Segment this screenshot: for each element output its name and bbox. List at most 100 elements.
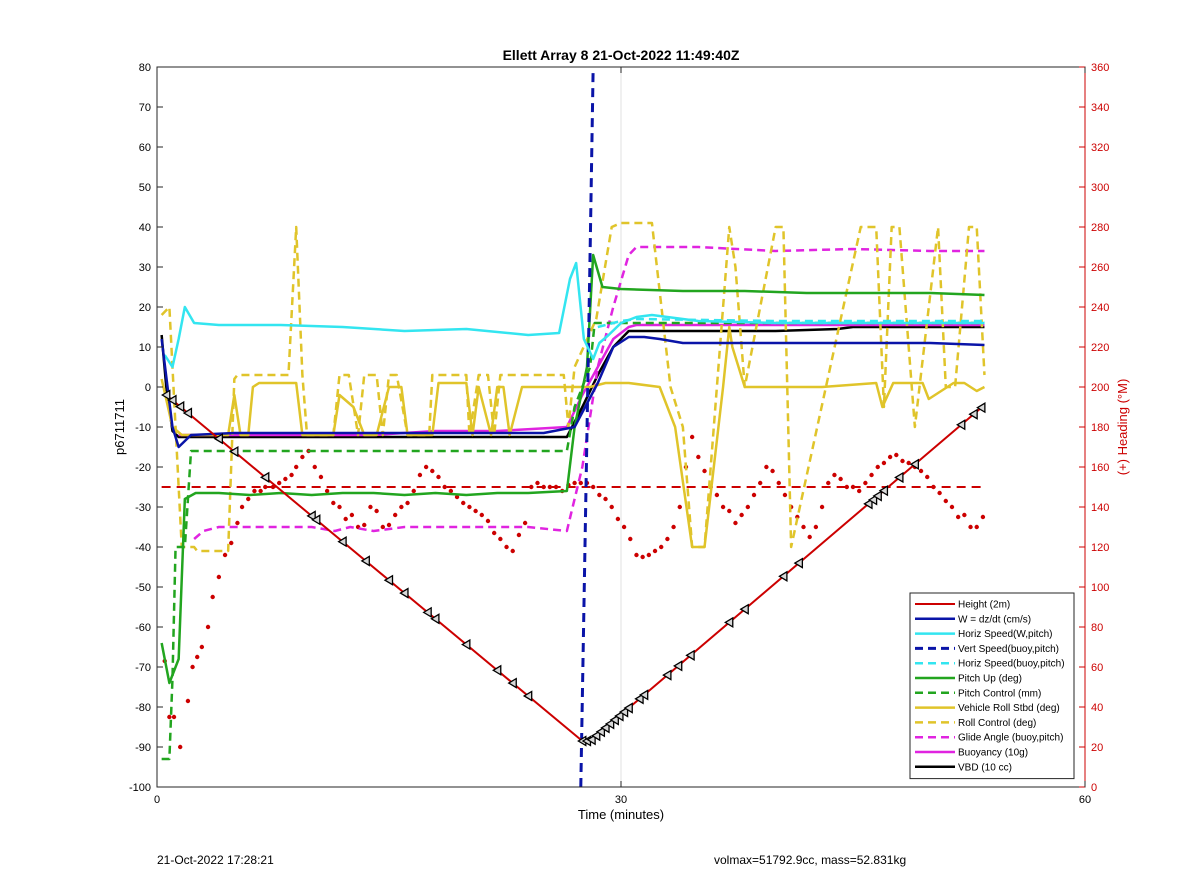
height-marker bbox=[872, 490, 882, 502]
legend-box bbox=[909, 592, 1075, 780]
heading-point bbox=[980, 514, 986, 520]
heading-point bbox=[609, 504, 614, 510]
y2-tick-label: 340 bbox=[1091, 102, 1109, 114]
heading-dots-series bbox=[162, 434, 986, 750]
legend-label: Height (2m) bbox=[958, 600, 1010, 611]
series-line-5 bbox=[160, 253, 985, 685]
heading-point bbox=[479, 512, 484, 518]
heading-point bbox=[925, 474, 930, 480]
heading-point bbox=[343, 516, 348, 522]
heading-point bbox=[646, 552, 652, 558]
height-marker bbox=[894, 471, 904, 484]
heading-point bbox=[665, 536, 670, 542]
height-marker bbox=[306, 510, 316, 522]
heading-point bbox=[167, 714, 172, 720]
height-marker bbox=[614, 710, 624, 722]
heading-point bbox=[368, 504, 373, 510]
y2-tick-label: 320 bbox=[1091, 142, 1109, 154]
height-marker bbox=[522, 690, 533, 702]
height-marker bbox=[685, 649, 695, 662]
heading-point bbox=[448, 488, 454, 494]
heading-point bbox=[467, 504, 472, 510]
height-marker bbox=[430, 613, 440, 625]
height-marker bbox=[507, 677, 517, 689]
heading-point bbox=[312, 464, 317, 470]
legend-label: Horiz Speed(W,pitch) bbox=[958, 629, 1052, 640]
heading-point bbox=[628, 536, 633, 542]
heading-point bbox=[572, 480, 577, 486]
height-marker bbox=[968, 408, 978, 420]
y-tick-label: -90 bbox=[135, 742, 151, 754]
y2-tick-label: 100 bbox=[1091, 582, 1109, 594]
heading-point bbox=[659, 544, 664, 550]
series-line-4 bbox=[597, 317, 985, 329]
marker-layer bbox=[161, 389, 986, 747]
y-tick-label: 80 bbox=[139, 62, 151, 74]
heading-point bbox=[190, 664, 195, 670]
heading-point bbox=[529, 484, 534, 490]
heading-point bbox=[504, 544, 509, 550]
heading-point bbox=[263, 484, 268, 490]
height-marker bbox=[739, 603, 749, 615]
heading-point bbox=[178, 744, 183, 750]
y-tick-label: -20 bbox=[135, 462, 151, 474]
height-marker bbox=[878, 484, 889, 497]
legend-label: Pitch Up (deg) bbox=[958, 674, 1022, 685]
height-marker bbox=[604, 718, 615, 730]
height-marker bbox=[863, 498, 873, 510]
height-marker bbox=[492, 664, 502, 676]
heading-point bbox=[216, 574, 222, 580]
heading-point bbox=[832, 472, 837, 478]
height-marker bbox=[793, 557, 804, 569]
height-marker bbox=[161, 389, 171, 401]
heading-point bbox=[405, 500, 410, 506]
height-marker bbox=[586, 734, 596, 746]
x-tick-label: 0 bbox=[154, 794, 160, 806]
series-line-9 bbox=[193, 245, 985, 540]
series-layer bbox=[160, 66, 986, 788]
heading-point bbox=[813, 524, 819, 530]
heading-point bbox=[714, 492, 720, 498]
legend: Height (2m) W = dz/dt (cm/s) Horiz Speed(W… bbox=[909, 592, 1075, 780]
height-marker bbox=[623, 702, 633, 714]
legend-label: Glide Angle (buoy,pitch) bbox=[958, 733, 1063, 744]
x-tick-label: 30 bbox=[615, 794, 627, 806]
footer-volmax-mass: volmax=51792.9cc, mass=52.831kg bbox=[714, 853, 907, 867]
x-axis-ticks: 0 30 60 bbox=[154, 67, 1091, 806]
y-tick-label: -100 bbox=[129, 782, 151, 794]
heading-point bbox=[671, 524, 676, 530]
heading-point bbox=[454, 494, 460, 500]
heading-point bbox=[516, 532, 522, 538]
heading-point bbox=[776, 480, 781, 486]
heading-point bbox=[900, 458, 905, 464]
heading-point bbox=[615, 516, 621, 522]
heading-point bbox=[974, 524, 979, 530]
heading-point bbox=[442, 484, 447, 490]
heading-point bbox=[758, 480, 763, 486]
heading-point bbox=[461, 500, 466, 506]
heading-point bbox=[246, 496, 251, 502]
y-tick-label: -70 bbox=[135, 662, 151, 674]
heading-point bbox=[541, 484, 546, 490]
heading-point bbox=[294, 464, 299, 470]
x-axis-label: Time (minutes) bbox=[578, 807, 664, 822]
heading-point bbox=[869, 472, 874, 478]
series-line-3 bbox=[579, 66, 595, 788]
heading-point bbox=[553, 484, 559, 490]
right-axis-label: (+) Heading (°M) bbox=[1115, 379, 1130, 476]
x-tick-label: 60 bbox=[1079, 794, 1091, 806]
y-tick-label: -60 bbox=[135, 622, 151, 634]
heading-point bbox=[436, 474, 441, 480]
heading-point bbox=[205, 624, 211, 630]
y2-tick-label: 200 bbox=[1091, 382, 1109, 394]
heading-point bbox=[943, 498, 948, 504]
heading-point bbox=[547, 484, 553, 490]
heading-point bbox=[955, 514, 961, 520]
y-tick-label: -10 bbox=[135, 422, 151, 434]
heading-point bbox=[222, 552, 228, 558]
heading-point bbox=[819, 504, 825, 510]
heading-point bbox=[937, 490, 942, 496]
y2-tick-label: 220 bbox=[1091, 342, 1109, 354]
heading-point bbox=[807, 534, 812, 540]
